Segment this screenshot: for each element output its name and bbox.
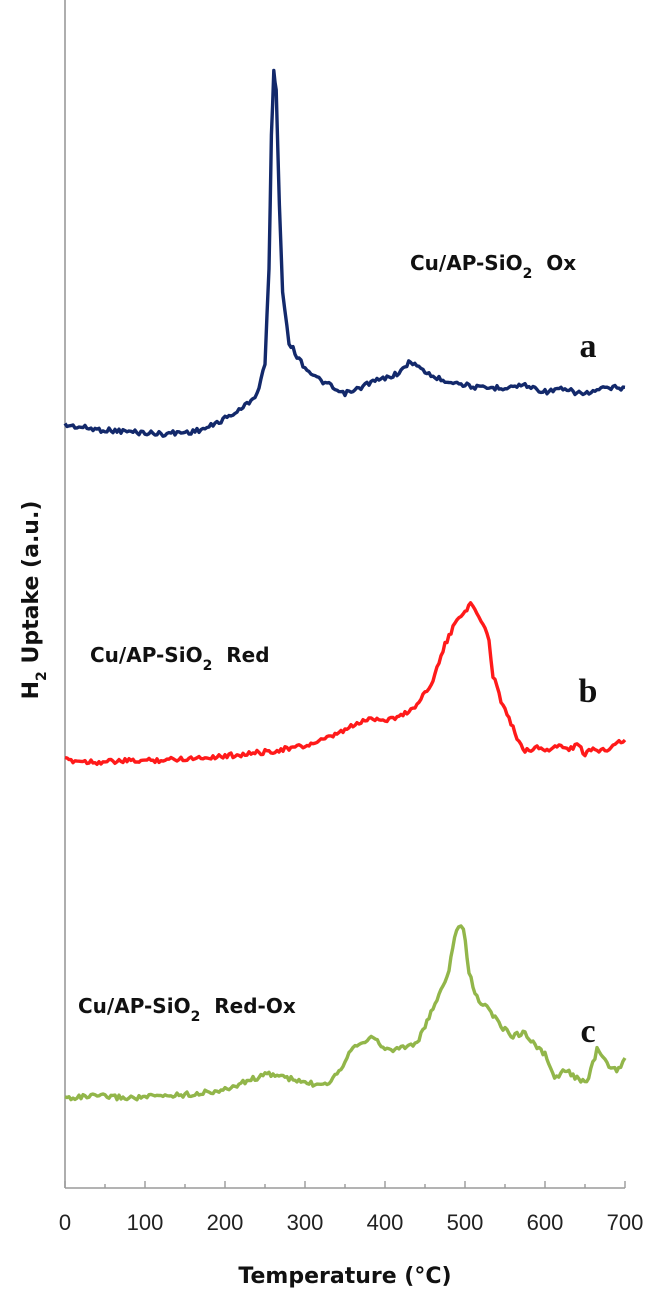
x-tick-labels: 0 100 200 300 400 500 600 700 [59, 1210, 643, 1235]
series-letter-c: c [580, 1013, 595, 1050]
series-line-a [63, 68, 626, 438]
series-labels: Cu/AP-SiO2 Ox a Cu/AP-SiO2 Red b Cu/AP-SiO2 … [78, 251, 597, 1050]
x-tick-label: 100 [127, 1210, 164, 1235]
x-tick-label: 0 [59, 1210, 71, 1235]
series-line-c [64, 924, 627, 1102]
y-axis-title-sub: 2 [34, 671, 50, 681]
x-tick-label: 700 [607, 1210, 644, 1235]
x-tick-label: 200 [207, 1210, 244, 1235]
series-lines [63, 68, 627, 1102]
series-letter-b: b [579, 673, 598, 710]
y-axis-title-main: H [19, 681, 44, 699]
y-axis-title: H2 Uptake (a.u.) [19, 501, 50, 700]
y-axis-title-rest: Uptake (a.u.) [19, 501, 44, 672]
x-tick-label: 500 [447, 1210, 484, 1235]
x-tick-label: 600 [527, 1210, 564, 1235]
x-tick-label: 300 [287, 1210, 324, 1235]
series-label-a: Cu/AP-SiO2 Ox [410, 251, 576, 282]
series-line-b [64, 601, 627, 766]
series-letter-a: a [580, 328, 597, 365]
x-ticks [64, 1181, 626, 1188]
x-axis-title: Temperature (°C) [238, 1264, 451, 1289]
series-label-b: Cu/AP-SiO2 Red [90, 643, 270, 674]
series-label-c: Cu/AP-SiO2 Red-Ox [78, 994, 296, 1025]
x-tick-label: 400 [367, 1210, 404, 1235]
